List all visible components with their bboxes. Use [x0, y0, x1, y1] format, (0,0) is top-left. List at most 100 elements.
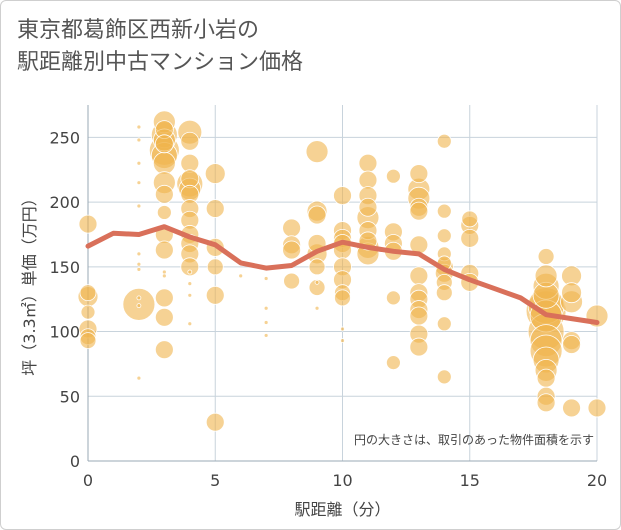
- bubble-point: [436, 316, 452, 332]
- bubble-point: [385, 168, 401, 184]
- bubble-point: [436, 228, 452, 244]
- bubble-point: [136, 251, 142, 257]
- bubble-point: [204, 163, 226, 185]
- bubble-point: [333, 186, 352, 206]
- bubble-point: [460, 228, 480, 248]
- bubble-point: [205, 412, 225, 432]
- y-tick-label: 150: [49, 258, 80, 277]
- trend-line: [85, 224, 600, 325]
- bubble-point: [409, 337, 429, 357]
- bubble-point: [136, 160, 142, 166]
- bubble-point: [136, 295, 142, 301]
- bubble-point: [358, 153, 378, 173]
- x-axis-label: 駅距離（分）: [294, 500, 390, 519]
- bubble-point: [436, 369, 452, 385]
- bubble-point: [136, 203, 142, 209]
- bubble-point: [562, 335, 581, 354]
- bubble-point: [314, 305, 320, 311]
- bubble-point: [136, 303, 142, 309]
- y-tick-label: 50: [60, 387, 80, 406]
- y-tick-label: 250: [49, 128, 80, 147]
- bubble-point: [409, 306, 429, 326]
- bubble-point: [136, 137, 142, 143]
- bubble-point: [305, 140, 329, 164]
- chart-title-line-1: 東京都葛飾区西新小岩の: [17, 18, 260, 43]
- bubble-point: [537, 248, 555, 265]
- bubble-point: [562, 398, 581, 418]
- axis-ticks: 0 50 100 150 200 250 0 5 10 15 20: [49, 128, 607, 490]
- x-tick-label: 0: [83, 471, 93, 490]
- bubble-point: [136, 124, 142, 130]
- bubble-point: [282, 240, 302, 260]
- bubble-point: [334, 289, 351, 307]
- bubble-point: [156, 205, 172, 220]
- bubble-point: [152, 151, 176, 175]
- y-tick-label: 100: [49, 323, 80, 342]
- x-tick-label: 20: [587, 471, 607, 490]
- bubble-point: [358, 197, 378, 217]
- bubble-point: [78, 214, 98, 234]
- bubble-point: [461, 210, 479, 228]
- x-tick-label: 15: [460, 471, 480, 490]
- bubble-point: [282, 218, 302, 238]
- bubble-point: [409, 164, 429, 184]
- bubble-point: [283, 272, 301, 290]
- y-tick-label: 0: [70, 452, 80, 471]
- bubble-point: [136, 267, 142, 272]
- bubble-point: [136, 261, 142, 267]
- bubble-point: [263, 333, 269, 338]
- bubble-point: [187, 292, 193, 298]
- bubble-point: [534, 264, 558, 288]
- bubble-size-annotation: 円の大きさは、取引のあった物件面積を示す: [354, 432, 594, 447]
- bubble-point: [436, 203, 452, 219]
- bubble-point: [587, 398, 607, 418]
- bubble-point: [154, 307, 174, 327]
- bubble-point: [187, 321, 193, 327]
- bubble-point: [263, 320, 269, 325]
- bubble-point: [263, 276, 269, 281]
- bubble-point: [136, 180, 142, 186]
- bubble-point: [80, 304, 96, 320]
- bubble-point: [161, 273, 167, 279]
- bubble-point: [307, 205, 327, 225]
- bubble-point: [206, 258, 224, 276]
- bubble-point: [205, 285, 225, 305]
- bubble-point: [180, 131, 200, 151]
- bubble-point: [263, 305, 269, 311]
- x-tick-label: 5: [210, 471, 220, 490]
- bubble-point: [308, 258, 326, 276]
- trend-line-layer: [85, 224, 600, 325]
- bubble-point: [205, 199, 225, 218]
- bubble-point: [136, 375, 142, 381]
- bubble-point: [409, 266, 429, 286]
- y-tick-label: 200: [49, 193, 80, 212]
- y-axis-label: 坪（3.3㎡）単価（万円）: [20, 190, 39, 375]
- bubble-point: [561, 282, 582, 304]
- chart-title-line-2: 駅距離別中古マンション価格: [17, 50, 304, 75]
- bubble-point: [435, 284, 453, 302]
- bubble-point: [79, 332, 97, 350]
- bubble-point: [436, 133, 452, 149]
- x-tick-label: 10: [332, 471, 352, 490]
- bubble-series: [77, 110, 609, 432]
- bubble-point: [536, 368, 556, 388]
- bubble-point: [154, 288, 174, 308]
- bubble-point: [409, 201, 429, 221]
- bubble-point: [154, 340, 174, 360]
- bubble-point: [536, 393, 556, 413]
- bubble-point: [314, 279, 320, 285]
- bubble-point: [154, 184, 174, 204]
- bubble-point: [180, 257, 200, 277]
- bubble-point: [308, 279, 326, 296]
- bubble-point: [238, 273, 244, 279]
- bubble-point: [385, 290, 401, 306]
- bubble-point: [187, 269, 193, 275]
- bubble-point: [340, 326, 345, 332]
- bubble-point: [154, 134, 174, 154]
- bubble-point: [154, 240, 174, 260]
- bubble-point: [79, 284, 97, 302]
- bubble-point: [187, 281, 193, 287]
- bubble-point: [161, 269, 167, 275]
